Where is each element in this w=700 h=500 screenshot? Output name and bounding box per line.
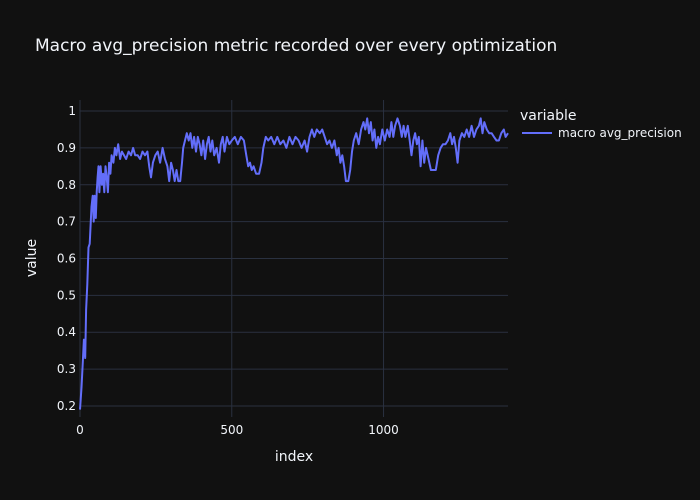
- y-tick-label: 0.3: [57, 362, 76, 376]
- legend[interactable]: variable macro avg_precision: [520, 108, 682, 140]
- y-tick-label: 0.6: [57, 252, 76, 266]
- chart-title: Macro avg_precision metric recorded over…: [35, 36, 557, 56]
- y-tick-label: 0.7: [57, 215, 76, 229]
- y-gridlines: [80, 110, 508, 407]
- y-tick-label: 0.9: [57, 141, 76, 155]
- legend-item-macro-avg-precision[interactable]: macro avg_precision: [558, 126, 682, 140]
- y-tick-label: 0.8: [57, 178, 76, 192]
- x-axis-label: index: [275, 449, 313, 465]
- y-tick-label: 1: [68, 104, 76, 118]
- series-line-macro-avg-precision: [79, 117, 509, 410]
- y-tick-label: 0.2: [57, 399, 76, 413]
- y-tick-label: 0.4: [57, 325, 76, 339]
- x-tick-labels: 0 500 1000: [76, 423, 399, 437]
- x-tick-label: 500: [220, 423, 243, 437]
- x-gridlines: [79, 100, 385, 417]
- legend-title: variable: [520, 108, 576, 124]
- x-tick-label: 0: [76, 423, 84, 437]
- y-axis-label: value: [24, 239, 40, 277]
- plot-area: 0.2 0.3 0.4 0.5 0.6 0.7 0.8 0.9 1 0 500 1000: [57, 100, 509, 437]
- y-tick-label: 0.5: [57, 288, 76, 302]
- x-tick-label: 1000: [368, 423, 399, 437]
- y-tick-labels: 0.2 0.3 0.4 0.5 0.6 0.7 0.8 0.9 1: [57, 104, 76, 413]
